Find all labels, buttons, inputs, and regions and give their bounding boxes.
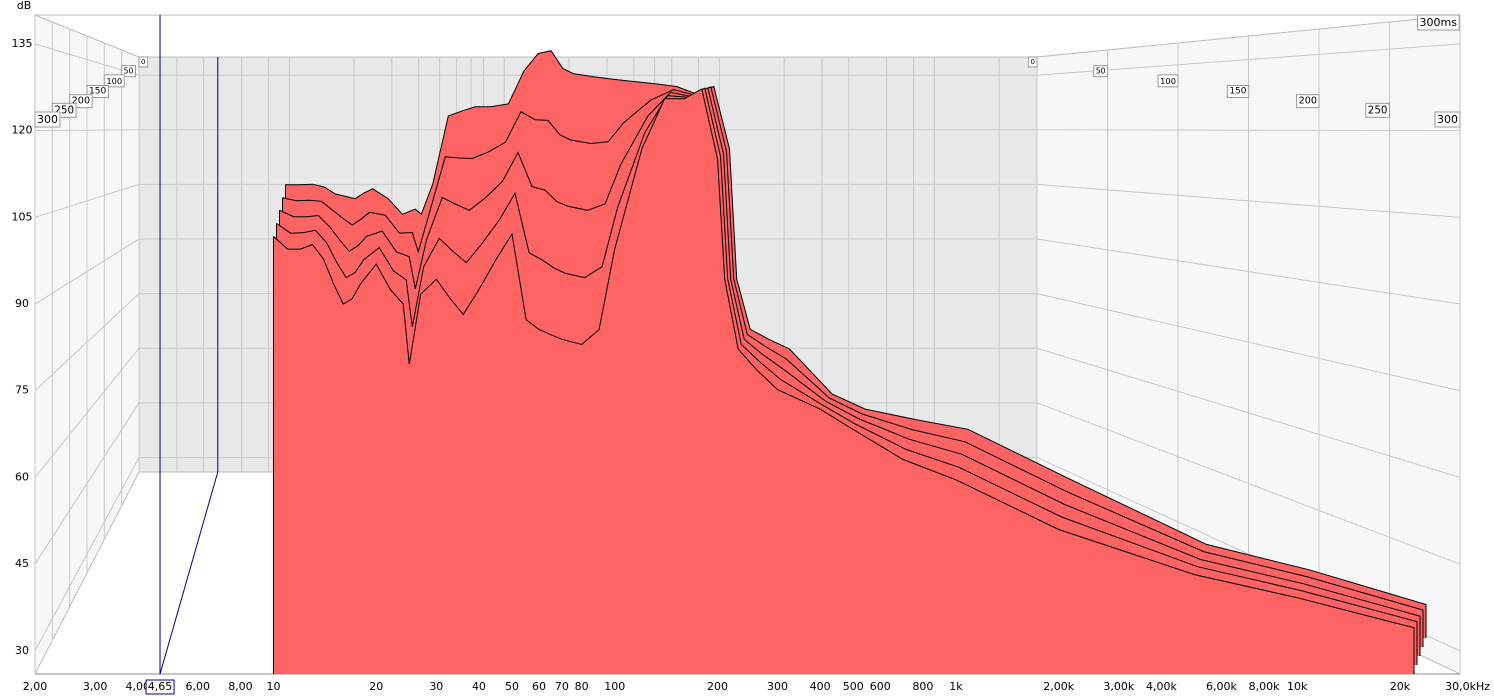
y-tick-label: 105 [12,210,33,223]
y-tick-label: 90 [15,297,29,310]
time-tick-label: 250 [1368,104,1388,116]
time-tick-label: 300 [1437,113,1458,126]
time-tick-box [34,111,61,128]
x-tick-label: 8,00k [1249,680,1280,693]
x-tick-label: 3,00 [83,680,108,693]
x-tick-label: 40 [472,680,486,693]
x-tick-label: 10k [1287,680,1308,693]
time-tick-box [1434,111,1461,128]
time-tick-label: 200 [1299,96,1317,107]
x-tick-label: 100 [604,680,625,693]
x-tick-label: 3,00k [1103,680,1134,693]
x-tick-label: 6,00 [186,680,211,693]
time-tick-box [1157,74,1179,88]
y-tick-label: 30 [15,644,29,657]
labels: 30 45 60 75 90 105 120 135 2,00 3,00 4,00 6,00 8,00 1… [12,14,1490,695]
time-tick-label: 150 [1229,87,1246,97]
time-tick-box [1296,94,1320,109]
x-tick-label: 2,00k [1043,680,1074,693]
time-tick-box [1365,102,1390,118]
y-tick-label: 120 [12,124,33,137]
time-tick-box [1093,65,1109,78]
x-tick-label: 500 [843,680,864,693]
x-tick-label: 10 [267,680,281,693]
cursor-label: 4,65 [148,680,173,693]
time-tick-label: 0 [141,58,145,66]
time-tick-box [121,65,137,78]
cursor-line [159,471,219,675]
slice-area [273,89,1414,674]
time-tick-label: 0 [1031,58,1035,66]
x-tick-label: 4,00 [125,680,150,693]
time-tick-box [138,56,148,68]
x-tick-label: 4,00k [1146,680,1177,693]
y-tick-label: 45 [15,557,29,570]
corner-box [1417,14,1460,31]
x-tick-label: 30,0kHz [1445,680,1490,693]
corner-label: 300ms [1420,16,1458,29]
x-tick-label: 1k [949,680,963,693]
x-tick-label: 70 [555,680,569,693]
slice-line [273,88,1415,674]
time-tick-label: 50 [124,67,134,76]
x-tick-label: 200 [707,680,728,693]
time-tick-label: 100 [106,76,122,86]
x-tick-label: 300 [767,680,788,693]
y-axis-label: dB [17,0,32,12]
x-tick-label: 20 [369,680,383,693]
time-tick-label: 200 [72,96,90,107]
x-tick-label: 80 [575,680,589,693]
x-tick-label: 2,00 [23,680,48,693]
y-tick-label: 75 [15,384,29,397]
time-tick-label: 100 [1160,76,1176,86]
time-tick-label: 150 [89,87,106,97]
x-tick-label: 600 [870,680,891,693]
time-tick-label: 50 [1096,67,1106,76]
time-tick-box [1028,56,1038,68]
x-tick-label: 50 [505,680,519,693]
x-tick-label: 800 [912,680,933,693]
waterfall [273,50,1427,674]
x-tick-label: 60 [532,680,546,693]
time-tick-box [103,74,125,88]
time-tick-box [1226,85,1250,98]
x-tick-label: 30 [429,680,443,693]
x-tick-label: 6,00k [1206,680,1237,693]
y-tick-label: 135 [12,37,33,50]
x-tick-label: 400 [810,680,831,693]
cursor-box [145,679,175,695]
x-tick-label: 8,00 [228,680,253,693]
time-tick-label: 300 [37,113,58,126]
x-tick-label: 20k [1390,680,1411,693]
y-tick-label: 60 [15,470,29,483]
